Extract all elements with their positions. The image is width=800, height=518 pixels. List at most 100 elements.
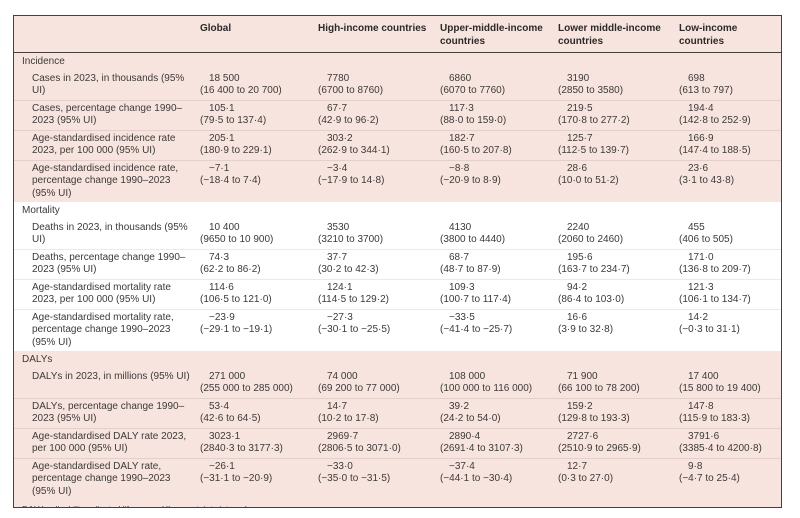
- value: 271 000: [209, 370, 246, 382]
- row-label: DALYs in 2023, in millions (95% UI): [32, 370, 190, 382]
- data-cell: 3530 (3210 to 3700): [318, 219, 440, 249]
- uncertainty-interval: (163·7 to 234·7): [558, 264, 630, 275]
- uncertainty-interval: (9650 to 10 900): [200, 234, 274, 245]
- uncertainty-interval: (136·8 to 209·7): [679, 264, 751, 275]
- data-cell: 74·3 (62·2 to 86·2): [200, 248, 318, 279]
- table-row: Deaths, percentage change 1990–2023 (95%…: [14, 248, 781, 279]
- data-cell: 18 500 (16 400 to 20 700): [200, 71, 318, 101]
- value: −27·3: [327, 311, 353, 323]
- data-cell: 2240 (2060 to 2460): [558, 219, 679, 249]
- column-header-lower-middle-income: Lower middle-income countries: [558, 16, 679, 53]
- value: 53·4: [209, 400, 230, 412]
- value: 14·2: [688, 311, 709, 323]
- value: 68·7: [449, 251, 470, 263]
- data-cell: 6860 (6070 to 7760): [440, 71, 558, 101]
- data-cell: −37·4 (−44·1 to −30·4): [440, 457, 558, 500]
- uncertainty-interval: (114·5 to 129·2): [318, 294, 389, 305]
- data-cell: −8·8 (−20·9 to 8·9): [440, 159, 558, 202]
- value: 28·6: [567, 162, 588, 174]
- uncertainty-interval: (406 to 505): [679, 234, 733, 245]
- value: 67·7: [327, 102, 348, 114]
- value: 74·3: [209, 251, 230, 263]
- value: 182·7: [449, 132, 475, 144]
- uncertainty-interval: (2691·4 to 3107·3): [440, 443, 523, 454]
- data-cell: 37·7 (30·2 to 42·3): [318, 248, 440, 279]
- uncertainty-interval: (160·5 to 207·8): [440, 145, 512, 156]
- data-cell: 2969·7 (2806·5 to 3071·0): [318, 427, 440, 458]
- data-cell: 94·2 (86·4 to 103·0): [558, 278, 679, 309]
- data-cell: 23·6 (3·1 to 43·8): [679, 159, 781, 202]
- table-row: Age-standardised incidence rate, percent…: [14, 159, 781, 202]
- data-cell: 71 900 (66 100 to 78 200): [558, 369, 679, 399]
- value: 171·0: [688, 251, 714, 263]
- data-cell: 698 (613 to 797): [679, 71, 781, 101]
- table-row: DALYs in 2023, in millions (95% UI) 271 0…: [14, 369, 781, 399]
- value: 3791·6: [688, 430, 720, 442]
- data-cell: 3190 (2850 to 3580): [558, 71, 679, 101]
- value: 121·3: [688, 281, 714, 293]
- uncertainty-interval: (100 000 to 116 000): [440, 383, 533, 394]
- section-header-row: DALYs: [14, 351, 781, 369]
- data-cell: 53·4 (42·6 to 64·5): [200, 397, 318, 428]
- data-cell: 2890·4 (2691·4 to 3107·3): [440, 427, 558, 458]
- data-cell: 114·6 (106·5 to 121·0): [200, 278, 318, 309]
- data-cell: −26·1 (−31·1 to −20·9): [200, 457, 318, 500]
- uncertainty-interval: (−4·7 to 25·4): [679, 473, 740, 484]
- data-cell: 182·7 (160·5 to 207·8): [440, 129, 558, 160]
- value: 16·6: [567, 311, 588, 323]
- value: 2240: [567, 221, 590, 233]
- value: 455: [688, 221, 705, 233]
- value: 18 500: [209, 72, 240, 84]
- uncertainty-interval: (30·2 to 42·3): [318, 264, 379, 275]
- data-cell: 28·6 (10·0 to 51·2): [558, 159, 679, 202]
- value: 39·2: [449, 400, 470, 412]
- data-cell: 3023·1 (2840·3 to 3177·3): [200, 427, 318, 458]
- data-cell: 16·6 (3·9 to 32·8): [558, 308, 679, 351]
- data-cell: 159·2 (129·8 to 193·3): [558, 397, 679, 428]
- uncertainty-interval: (42·9 to 96·2): [318, 115, 379, 126]
- uncertainty-interval: (147·4 to 188·5): [679, 145, 751, 156]
- table-body: Incidence Cases in 2023, in thousands (95…: [14, 53, 781, 500]
- value: 219·5: [567, 102, 593, 114]
- data-cell: 303·2 (262·9 to 344·1): [318, 129, 440, 160]
- uncertainty-interval: (−20·9 to 8·9): [440, 175, 501, 186]
- value: 74 000: [327, 370, 358, 382]
- uncertainty-interval: (−44·1 to −30·4): [440, 473, 513, 484]
- data-cell: 147·8 (115·9 to 183·3): [679, 397, 781, 428]
- data-cell: 455 (406 to 505): [679, 219, 781, 249]
- uncertainty-interval: (10·0 to 51·2): [558, 175, 619, 186]
- value: 105·1: [209, 102, 235, 114]
- uncertainty-interval: (180·9 to 229·1): [200, 145, 272, 156]
- value: −33·0: [327, 460, 353, 472]
- value: 166·9: [688, 132, 714, 144]
- uncertainty-interval: (255 000 to 285 000): [200, 383, 293, 394]
- data-cell: 271 000 (255 000 to 285 000): [200, 369, 318, 399]
- value: −33·5: [449, 311, 475, 323]
- uncertainty-interval: (−30·1 to −25·5): [318, 324, 391, 335]
- value: 4130: [449, 221, 472, 233]
- uncertainty-interval: (112·5 to 139·7): [558, 145, 629, 156]
- value: 37·7: [327, 251, 348, 263]
- uncertainty-interval: (3800 to 4440): [440, 234, 506, 245]
- uncertainty-interval: (129·8 to 193·3): [558, 413, 630, 424]
- data-cell: 7780 (6700 to 8760): [318, 71, 440, 101]
- value: 23·6: [688, 162, 709, 174]
- data-cell: 39·2 (24·2 to 54·0): [440, 397, 558, 428]
- row-label: DALYs, percentage change 1990–2023 (95% …: [14, 397, 200, 428]
- income-group-table: Global High-income countries Upper-middl…: [14, 16, 781, 500]
- value: 194·4: [688, 102, 714, 114]
- table-row: Cases, percentage change 1990–2023 (95% …: [14, 99, 781, 130]
- uncertainty-interval: (42·6 to 64·5): [200, 413, 261, 424]
- data-cell: 2727·6 (2510·9 to 2965·9): [558, 427, 679, 458]
- value: −3·4: [327, 162, 348, 174]
- uncertainty-interval: (−35·0 to −31·5): [318, 473, 391, 484]
- value: 124·1: [327, 281, 353, 293]
- uncertainty-interval: (170·8 to 277·2): [558, 115, 630, 126]
- value: 12·7: [567, 460, 588, 472]
- uncertainty-interval: (88·0 to 159·0): [440, 115, 507, 126]
- uncertainty-interval: (79·5 to 137·4): [200, 115, 267, 126]
- uncertainty-interval: (−31·1 to −20·9): [200, 473, 273, 484]
- data-cell: 3791·6 (3385·4 to 4200·8): [679, 427, 781, 458]
- column-header-empty: [14, 16, 200, 53]
- data-cell: 67·7 (42·9 to 96·2): [318, 99, 440, 130]
